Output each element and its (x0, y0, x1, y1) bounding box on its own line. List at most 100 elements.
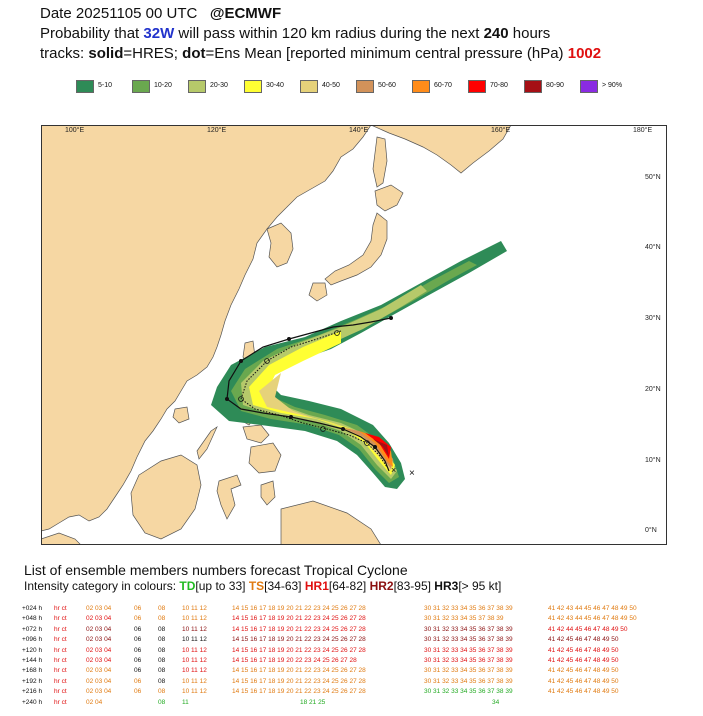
legend-label: 60-70 (434, 82, 452, 89)
hres-control: hr ct (54, 656, 67, 664)
members-group: 02 03 04 (86, 646, 112, 654)
lat-label: 50°N (645, 173, 661, 181)
members-group: 34 (492, 698, 500, 706)
solid-def: =HRES; (123, 45, 178, 62)
mean-point (238, 396, 244, 402)
korea-peninsula (266, 222, 294, 268)
members-group: 02 03 04 (86, 625, 112, 633)
legend-swatch (580, 80, 598, 93)
members-group: 08 (158, 615, 166, 623)
track-point (341, 427, 345, 431)
intensity-key-label: Intensity category in colours: (24, 579, 177, 593)
latitude-labels-right: 50°N 40°N 30°N 20°N 10°N 0°N (645, 173, 661, 534)
members-group: 08 (158, 677, 166, 685)
hours-value: 240 (483, 25, 509, 42)
dot-def: =Ens Mean [reported minimum central pres… (205, 45, 564, 62)
lat-label: 30°N (645, 314, 661, 322)
lead-time: +216 h (22, 688, 43, 696)
legend-label: 5-10 (98, 82, 113, 89)
members-group: 06 (134, 625, 142, 633)
mean-point (334, 330, 340, 336)
forecast-map: × × 100°E 120°E 140°E 160°E 180°E 100°E … (41, 125, 667, 545)
legend-swatch (76, 80, 94, 93)
longitude-labels-top: 100°E 120°E 140°E 160°E 180°E (65, 126, 652, 134)
mean-point (320, 426, 326, 432)
members-group: 41 42 45 46 47 48 49 50 (548, 656, 619, 664)
kyushu (308, 282, 328, 302)
lon-label: 120°E (207, 126, 226, 134)
initial-position-hres-icon: × (391, 465, 396, 475)
members-group: 30 31 32 33 34 35 36 37 38 39 (424, 667, 513, 675)
category-hr1-range: [64-82] (328, 579, 367, 593)
track-point (373, 445, 377, 449)
lat-label: 10°N (645, 456, 661, 464)
legend-label: 50-60 (378, 82, 396, 89)
members-group: 10 11 12 (182, 646, 207, 654)
members-group: 30 31 32 33 34 35 36 37 38 39 (424, 656, 513, 664)
members-group: 14 15 16 17 18 19 20 21 22 23 24 25 26 2… (232, 615, 366, 623)
members-group: 30 31 32 33 34 35 36 37 38 39 (424, 625, 513, 633)
legend-swatch (412, 80, 430, 93)
members-group: 06 (134, 688, 142, 696)
members-group: 08 (158, 688, 166, 696)
legend-swatch (524, 80, 542, 93)
header-line-1: Date 20251105 00 UTC @ECMWF (40, 4, 281, 24)
hres-control: hr ct (54, 688, 67, 696)
lead-time: +120 h (22, 646, 43, 654)
members-group: 08 (158, 636, 166, 644)
members-group: 14 15 16 17 18 19 20 21 22 23 24 25 26 2… (232, 625, 366, 633)
track-point (289, 415, 293, 419)
members-group: 14 15 16 17 18 19 20 21 22 23 24 25 26 2… (232, 677, 366, 685)
hres-control: hr ct (54, 605, 67, 612)
legend-swatch (300, 80, 318, 93)
members-group: 41 42 43 44 45 46 47 48 49 50 (548, 605, 637, 612)
hres-track-points (225, 316, 393, 449)
members-group: 06 (134, 667, 142, 675)
members-group: 14 15 16 17 18 19 20 22 23 24 25 26 27 2… (232, 656, 357, 664)
legend-swatch (356, 80, 374, 93)
members-group: 10 11 12 (182, 615, 207, 623)
hres-control: hr ct (54, 636, 67, 644)
borneo (130, 454, 202, 540)
members-group: 02 03 04 (86, 636, 112, 644)
members-group: 06 (134, 605, 142, 612)
lat-label: 0°N (645, 526, 657, 534)
header-line-2: Probability that 32W will pass within 12… (40, 24, 550, 44)
members-group: 02 03 04 (86, 677, 112, 685)
members-group: 18 21 25 (300, 698, 326, 706)
hres-control: hr ct (54, 698, 67, 706)
probability-swath (211, 241, 507, 489)
category-hr3-range: [> 95 kt] (458, 579, 502, 593)
members-group: 10 11 12 (182, 688, 207, 696)
members-group: 02 03 04 (86, 688, 112, 696)
ensemble-mean-track (240, 330, 388, 468)
members-group: 14 15 16 17 18 19 20 21 22 23 24 25 26 2… (232, 646, 366, 654)
members-group: 30 31 32 33 34 35 36 37 38 39 (424, 677, 513, 685)
lon-label: 160°E (491, 126, 510, 134)
members-group: 41 42 45 46 47 48 49 50 (548, 667, 619, 675)
track-point (389, 316, 393, 320)
members-group: 10 11 12 (182, 605, 207, 612)
category-ts: TS (248, 579, 265, 593)
kamchatka (370, 125, 512, 174)
storm-id: 32W (143, 25, 175, 42)
members-group: 30 31 32 33 34 35 36 37 38 39 (424, 688, 513, 696)
probability-label: Probability that (40, 25, 140, 42)
members-group: 08 (158, 667, 166, 675)
members-group: 41 42 43 44 45 46 47 48 49 50 (548, 615, 637, 623)
members-group: 02 04 (86, 698, 103, 706)
sakhalin (372, 136, 388, 188)
members-group: 06 (134, 656, 142, 664)
ensemble-mean-points (238, 330, 370, 446)
legend-label: 40-50 (322, 82, 340, 89)
hres-control: hr ct (54, 677, 67, 685)
initial-position-mean-icon: × (409, 468, 415, 479)
members-group: 30 31 32 33 34 35 36 37 38 39 (424, 605, 513, 612)
members-group: 14 15 16 17 18 19 20 21 22 23 24 25 26 2… (232, 636, 366, 644)
category-hr2-range: [83-95] (393, 579, 431, 593)
hres-control: hr ct (54, 667, 67, 675)
run-date: Date 20251105 00 UTC (40, 5, 198, 22)
ensemble-list-title: List of ensemble members numbers forecas… (24, 562, 408, 578)
members-group: 11 (182, 698, 189, 706)
hres-control: hr ct (54, 615, 67, 623)
